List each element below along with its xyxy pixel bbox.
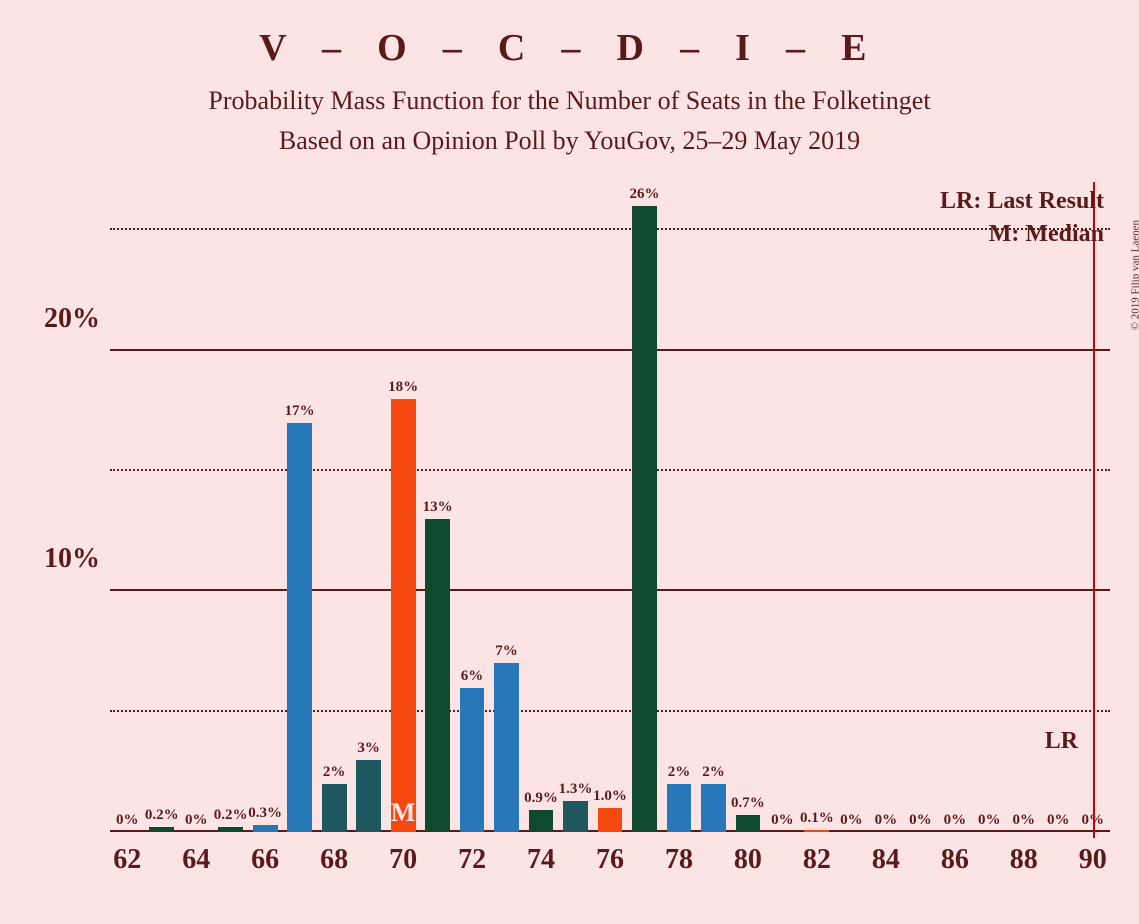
- bar: 26%: [632, 206, 657, 832]
- last-result-line: [1093, 182, 1095, 838]
- bar-value-label: 13%: [423, 499, 453, 519]
- y-axis-label: 10%: [44, 543, 110, 575]
- x-axis-label: 76: [596, 844, 624, 876]
- bar: 2%: [701, 784, 726, 832]
- bar-value-label: 0%: [875, 812, 898, 832]
- bar-value-label: 2%: [323, 764, 346, 784]
- bar-value-label: 0%: [116, 812, 139, 832]
- bar-value-label: 0.2%: [145, 807, 179, 827]
- bar: 6%: [460, 688, 485, 832]
- median-marker: M: [391, 798, 416, 828]
- bar-value-label: 1.3%: [559, 781, 593, 801]
- x-axis-label: 88: [1010, 844, 1038, 876]
- bar: 17%: [287, 423, 312, 832]
- bar-value-label: 0%: [1047, 812, 1070, 832]
- x-axis-label: 86: [941, 844, 969, 876]
- bar-value-label: 26%: [629, 186, 659, 206]
- bar-value-label: 0%: [1013, 812, 1036, 832]
- chart-subtitle-2: Based on an Opinion Poll by YouGov, 25–2…: [0, 116, 1139, 156]
- bar-value-label: 1.0%: [593, 788, 627, 808]
- x-axis-label: 62: [113, 844, 141, 876]
- bar: 13%: [425, 519, 450, 832]
- x-axis-label: 72: [458, 844, 486, 876]
- x-axis-label: 84: [872, 844, 900, 876]
- bar-value-label: 0%: [771, 812, 794, 832]
- bar: 0.3%: [253, 825, 278, 832]
- bar-value-label: 17%: [285, 403, 315, 423]
- bar-value-label: 0%: [185, 812, 208, 832]
- bar-value-label: 2%: [702, 764, 725, 784]
- bar: 2%: [667, 784, 692, 832]
- x-axis-label: 74: [527, 844, 555, 876]
- bar: 0.9%: [529, 810, 554, 832]
- bar-value-label: 0.9%: [524, 790, 558, 810]
- bar-value-label: 0.3%: [248, 805, 282, 825]
- bar-value-label: 0%: [944, 812, 967, 832]
- chart-title: V – O – C – D – I – E: [0, 0, 1139, 70]
- chart-subtitle-1: Probability Mass Function for the Number…: [0, 70, 1139, 116]
- x-axis-labels: 626466687072747678808284868890: [110, 832, 1110, 844]
- x-axis-label: 80: [734, 844, 762, 876]
- x-axis-label: 64: [182, 844, 210, 876]
- bar-value-label: 0%: [978, 812, 1001, 832]
- x-axis-label: 90: [1079, 844, 1107, 876]
- x-axis-label: 82: [803, 844, 831, 876]
- bar-value-label: 0.7%: [731, 795, 765, 815]
- bar-value-label: 2%: [668, 764, 691, 784]
- x-axis-label: 66: [251, 844, 279, 876]
- bar: 1.3%: [563, 801, 588, 832]
- x-axis-label: 78: [665, 844, 693, 876]
- x-axis-label: 68: [320, 844, 348, 876]
- bar-value-label: 0%: [909, 812, 932, 832]
- bar-value-label: 7%: [495, 643, 518, 663]
- bar: 3%: [356, 760, 381, 832]
- bar-value-label: 0%: [840, 812, 863, 832]
- bar: 0.7%: [736, 815, 761, 832]
- legend: LR: Last ResultM: Median: [940, 188, 1104, 248]
- bar-value-label: 0.2%: [214, 807, 248, 827]
- bar-value-label: 0.1%: [800, 810, 834, 830]
- legend-item-median: M: Median: [940, 215, 1104, 248]
- bar-value-label: 3%: [357, 740, 380, 760]
- bar-value-label: 18%: [388, 379, 418, 399]
- bar: 2%: [322, 784, 347, 832]
- bar: 1.0%: [598, 808, 623, 832]
- x-axis-label: 70: [389, 844, 417, 876]
- last-result-label: LR: [1045, 728, 1078, 755]
- copyright-text: © 2019 Filip van Laenen: [1129, 220, 1139, 330]
- y-axis-label: 20%: [44, 303, 110, 335]
- chart-plot-area: 10%20%0%0.2%0%0.2%0.3%17%2%3%18%M13%6%7%…: [110, 182, 1110, 832]
- bar: 18%M: [391, 399, 416, 832]
- bar-value-label: 6%: [461, 668, 484, 688]
- bar: 7%: [494, 663, 519, 832]
- legend-item-lr: LR: Last Result: [940, 188, 1104, 215]
- bars-container: 0%0.2%0%0.2%0.3%17%2%3%18%M13%6%7%0.9%1.…: [110, 182, 1110, 832]
